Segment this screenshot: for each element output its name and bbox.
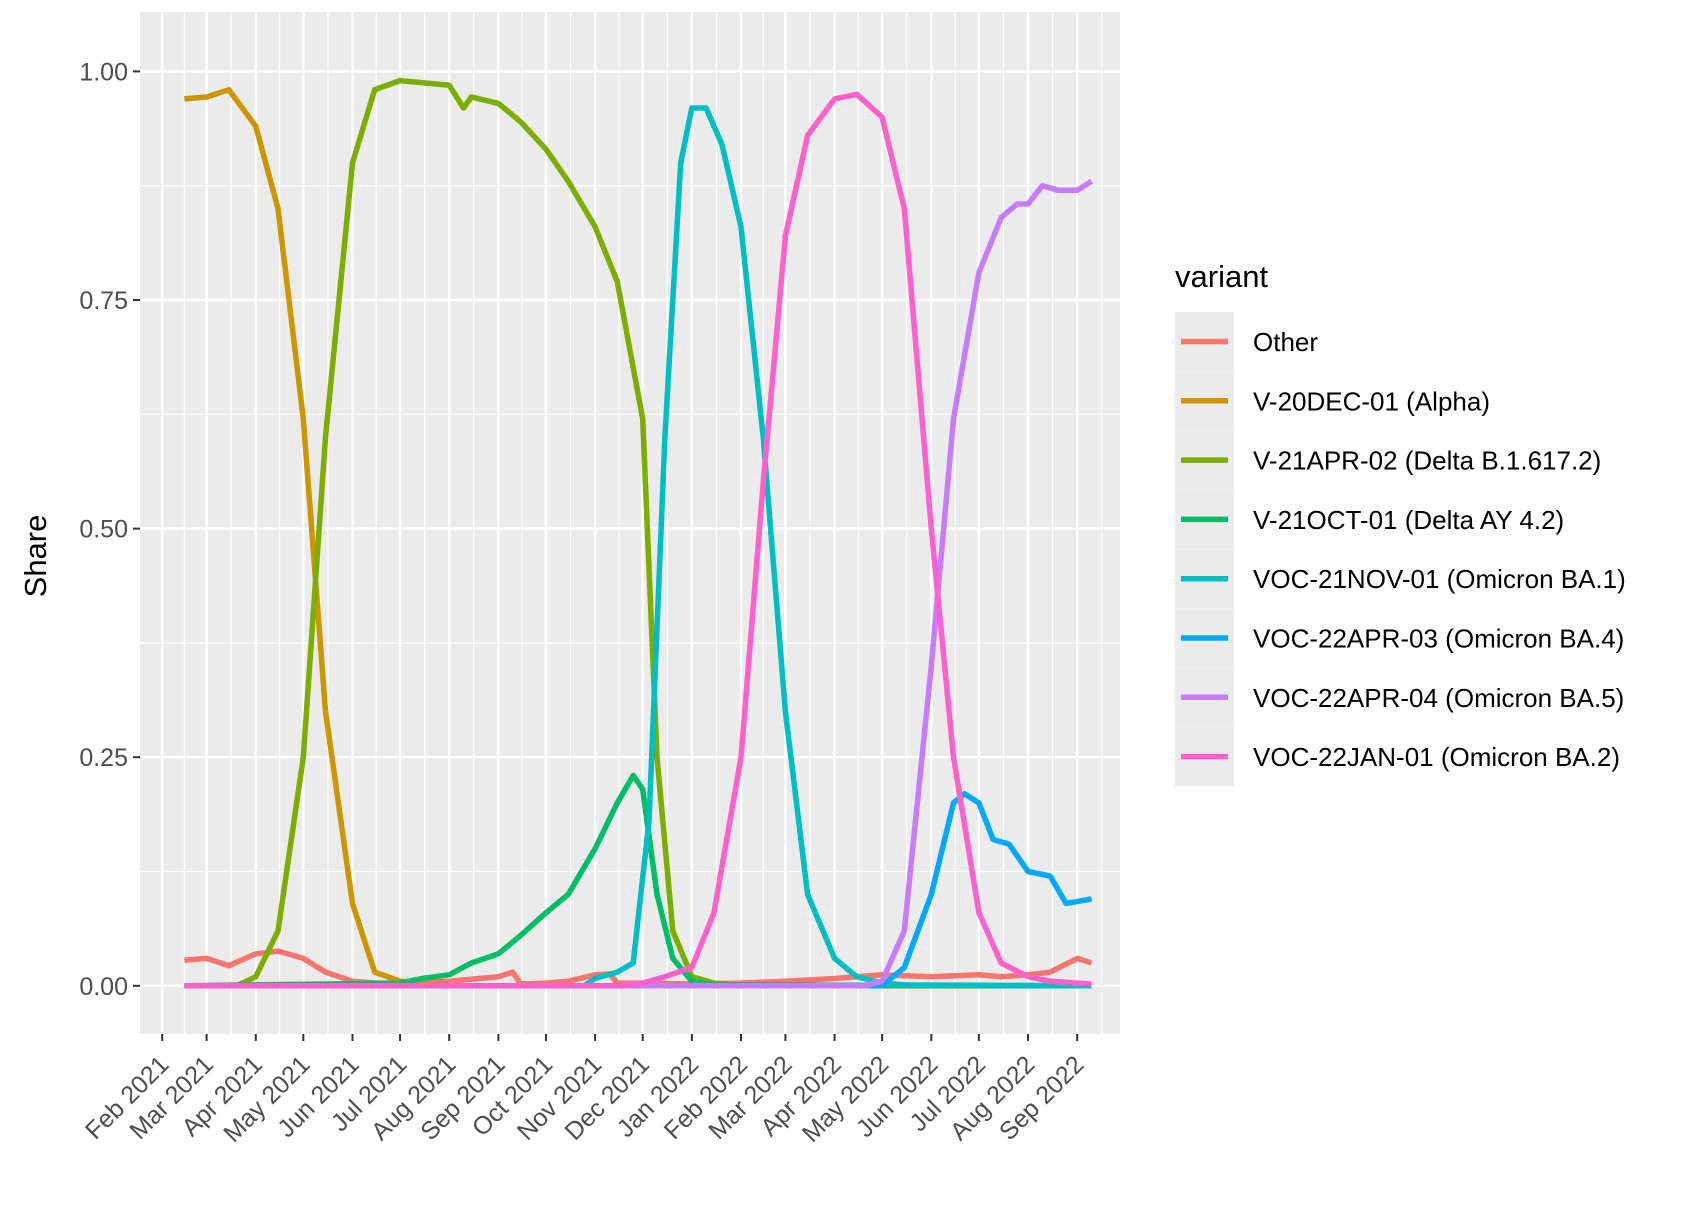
legend-label: VOC-22APR-04 (Omicron BA.5) <box>1253 683 1624 713</box>
legend-label: Other <box>1253 327 1318 357</box>
y-tick-label: 0.25 <box>79 744 128 772</box>
y-tick-label: 0.50 <box>79 516 128 544</box>
legend-label: V-21APR-02 (Delta B.1.617.2) <box>1253 446 1601 476</box>
y-tick-label: 0.75 <box>79 287 128 315</box>
y-axis: 0.00 0.25 0.50 0.75 1.00 <box>79 58 140 1001</box>
series-line <box>184 948 1093 987</box>
legend-keys: Other V-20DEC-01 (Alpha) V-21APR-02 (Delta… <box>1175 312 1626 787</box>
legend-label: VOC-22JAN-01 (Omicron BA.2) <box>1253 742 1620 772</box>
series-line <box>184 105 1092 989</box>
series-lines <box>184 77 1093 989</box>
legend-label: V-20DEC-01 (Alpha) <box>1253 386 1490 416</box>
y-tick-label: 1.00 <box>79 58 128 86</box>
y-axis-title: Share <box>18 515 53 598</box>
legend-label: V-21OCT-01 (Delta AY 4.2) <box>1253 505 1564 535</box>
y-tick-label: 0.00 <box>79 973 128 1001</box>
legend-label: VOC-22APR-03 (Omicron BA.4) <box>1253 624 1624 654</box>
series-line <box>184 91 1092 989</box>
legend: variant Other V-20DEC-01 (Alpha) V-21APR-0… <box>1175 259 1626 787</box>
legend-title: variant <box>1175 259 1268 294</box>
grid-minor <box>140 12 1120 1034</box>
series-line <box>184 77 1092 989</box>
series-line <box>184 791 1092 989</box>
legend-label: VOC-21NOV-01 (Omicron BA.1) <box>1253 564 1626 594</box>
series-line <box>184 772 1092 989</box>
series-line <box>184 178 1093 989</box>
